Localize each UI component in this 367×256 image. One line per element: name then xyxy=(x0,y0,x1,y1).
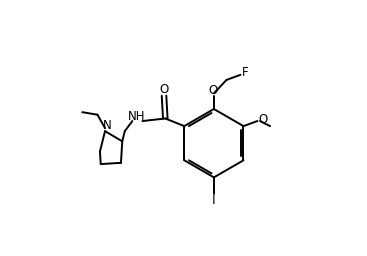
Text: F: F xyxy=(242,66,248,79)
Text: I: I xyxy=(212,194,216,207)
Text: O: O xyxy=(258,113,268,126)
Text: O: O xyxy=(159,83,169,96)
Text: O: O xyxy=(209,84,218,97)
Text: NH: NH xyxy=(128,110,146,123)
Text: N: N xyxy=(103,119,112,132)
